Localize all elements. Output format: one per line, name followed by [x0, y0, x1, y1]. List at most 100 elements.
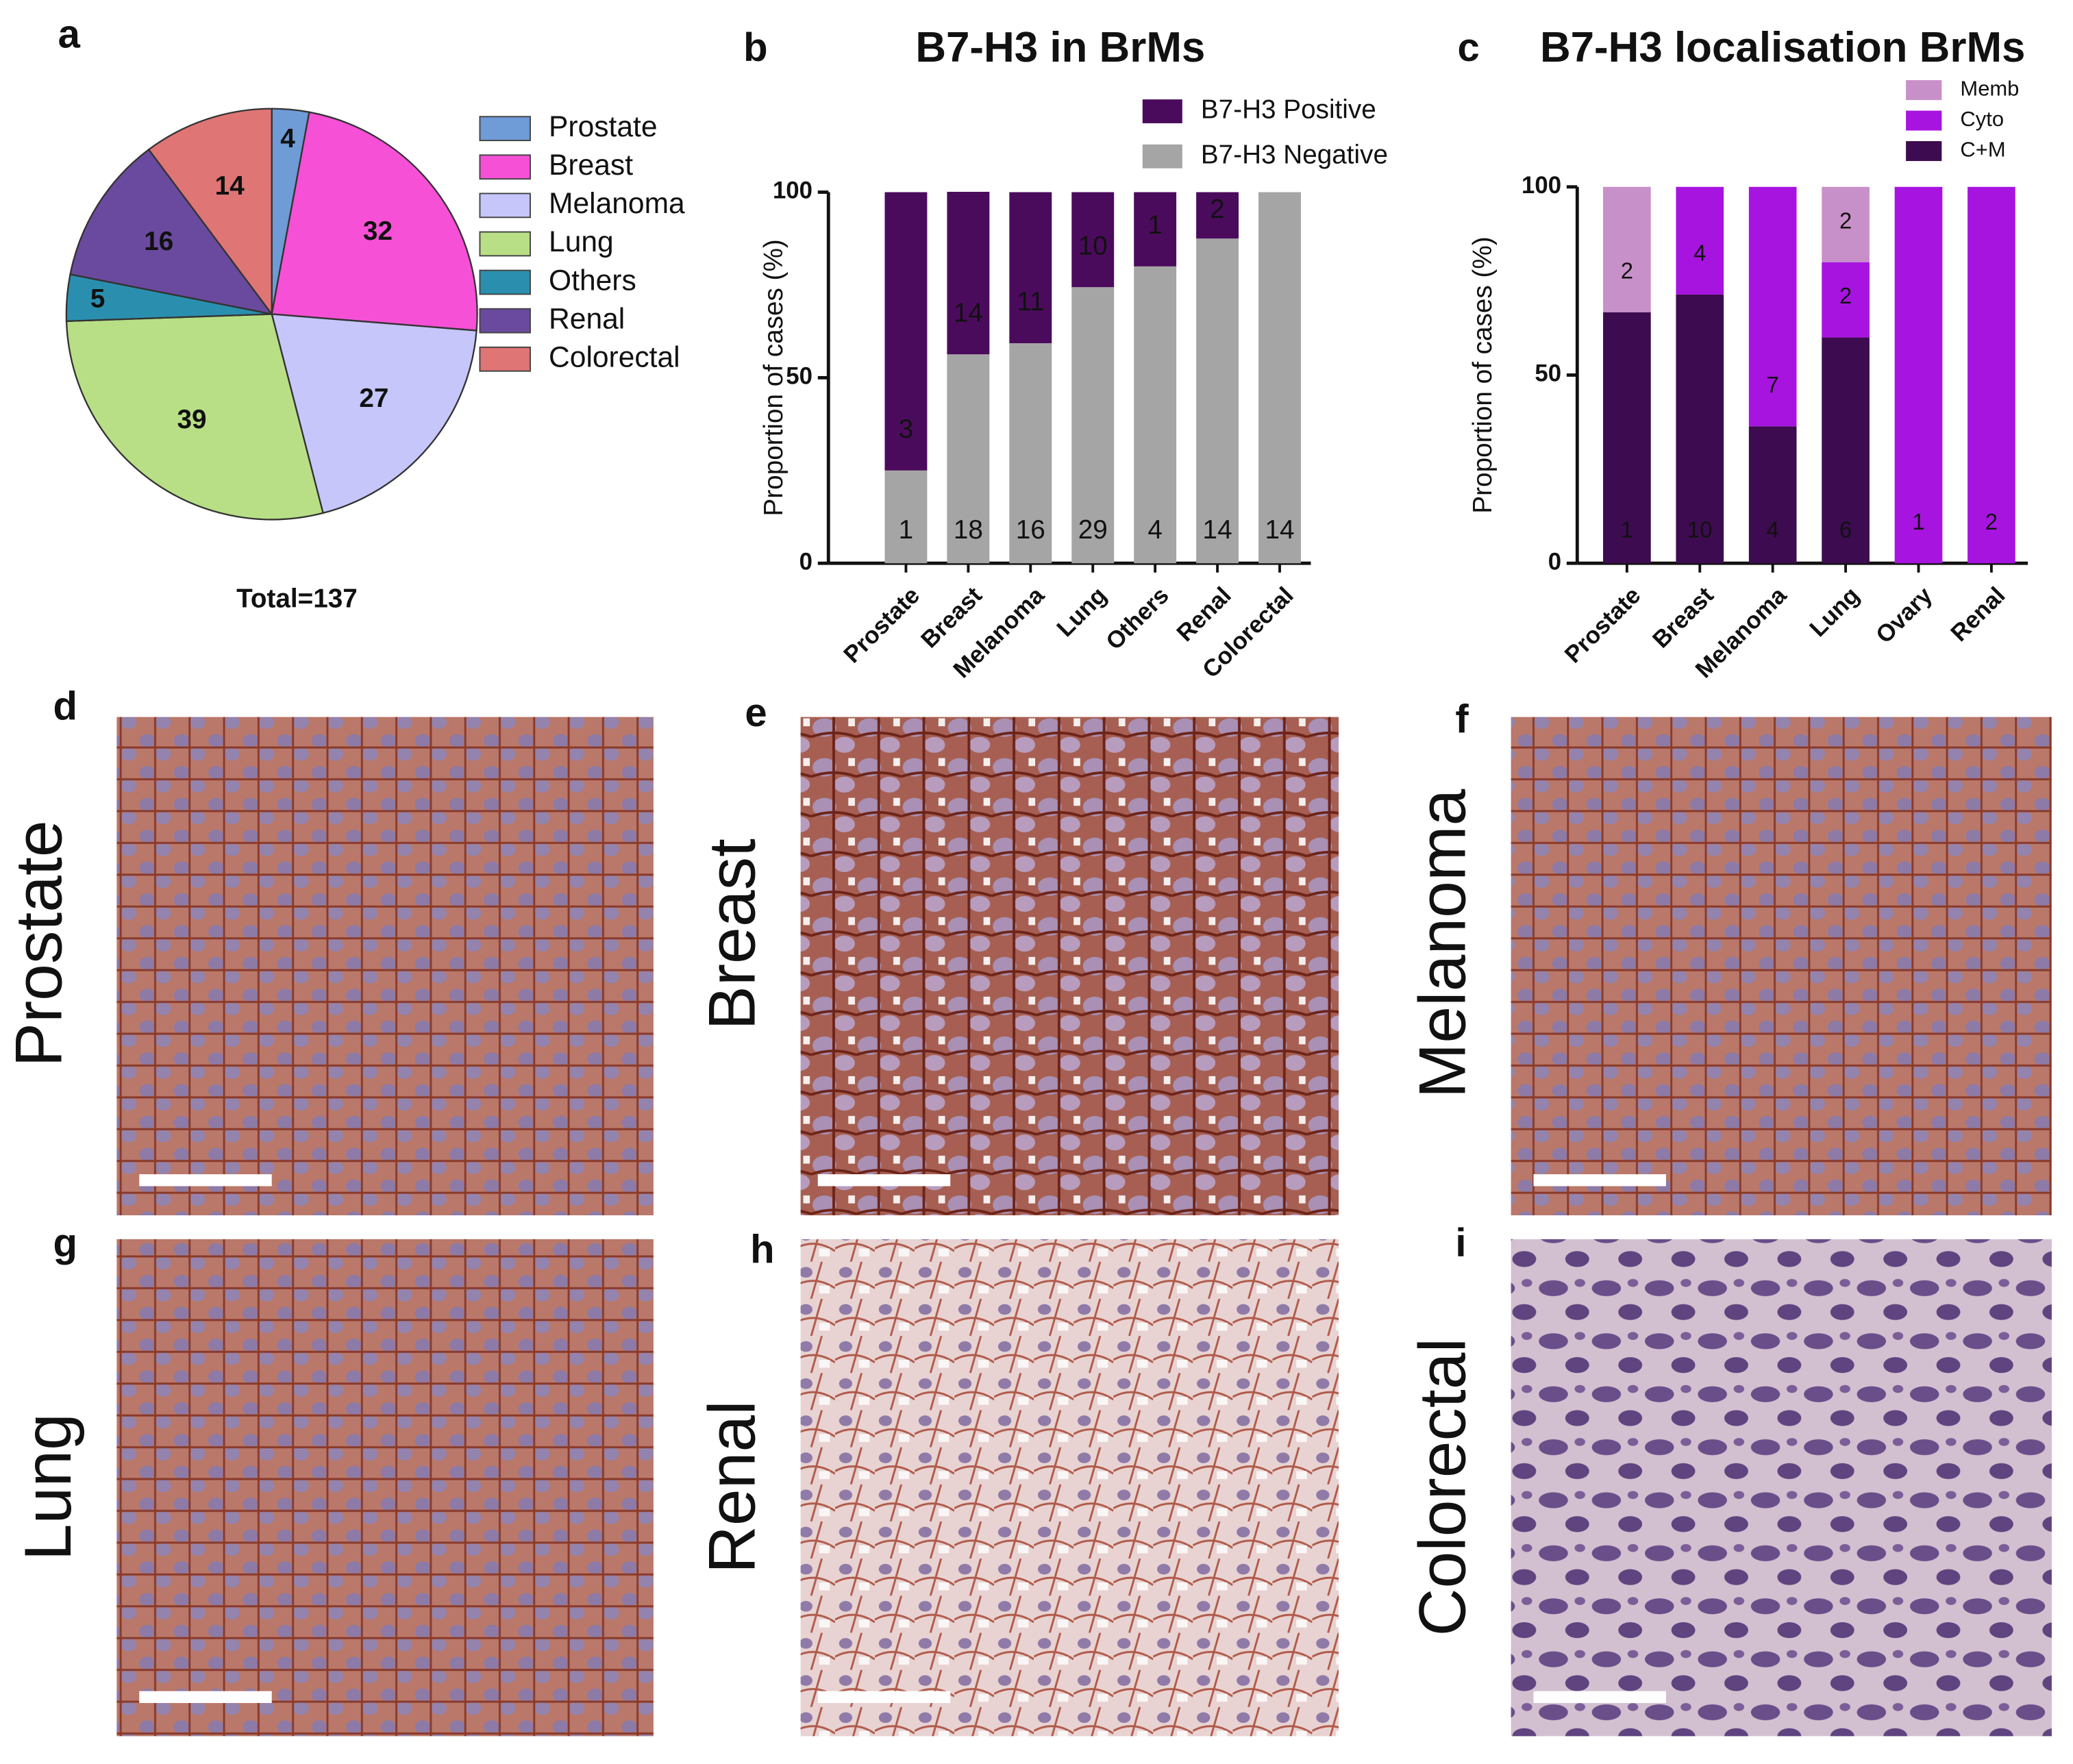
x-tick-label: Lung: [1804, 582, 1865, 642]
legend-swatch: [479, 116, 531, 142]
tissue-label: Breast: [695, 838, 769, 1030]
y-axis-label: Proportion of cases (%): [759, 239, 789, 516]
panel-letter: h: [750, 1228, 774, 1272]
x-tick-label: Ovary: [1871, 582, 1938, 649]
legend-label: Lung: [549, 225, 614, 258]
count-label: 29: [1078, 515, 1108, 545]
bar-segment: [1748, 186, 1797, 427]
bar-segment: [1676, 294, 1724, 564]
scale-bar: [817, 1174, 951, 1187]
micrograph: [800, 1239, 1339, 1737]
tissue-label: Renal: [695, 1400, 769, 1574]
annotation: Total=137: [236, 584, 358, 614]
legend-label: C+M: [1960, 138, 2005, 162]
pie-slice: [147, 108, 273, 316]
count-label: 14: [954, 298, 983, 327]
bar-segment: [1009, 343, 1052, 564]
count-label: 2: [1621, 258, 1633, 283]
bar-segment: [1071, 192, 1115, 288]
legend-swatch: [479, 192, 531, 219]
bar-segment: [1258, 192, 1301, 564]
count-label: 1: [1912, 509, 1924, 534]
count-label: 18: [954, 515, 983, 545]
chart-title: B7-H3 in BrMs: [915, 24, 1205, 71]
panel-letter: i: [1455, 1221, 1466, 1265]
count-label: 1: [1621, 517, 1633, 542]
bar-segment: [1134, 192, 1177, 266]
tissue-label: Lung: [11, 1413, 85, 1561]
y-tick-label: 100: [773, 177, 812, 204]
legend-label: Breast: [549, 149, 633, 182]
scale-bar: [1533, 1174, 1666, 1187]
bar-segment: [947, 191, 990, 355]
y-tick-label: 0: [1548, 548, 1561, 575]
x-tick-label: Others: [1101, 582, 1174, 655]
pie-slice: [271, 111, 478, 332]
y-tick-label: 50: [786, 363, 812, 390]
slice-label: 27: [359, 384, 388, 413]
bar-segment: [1822, 337, 1870, 564]
count-label: 14: [1265, 515, 1294, 545]
count-label: 4: [1693, 240, 1706, 266]
legend-swatch: [479, 231, 531, 257]
count-label: 2: [1839, 283, 1852, 308]
bar-segment: [1676, 186, 1724, 295]
x-tick-label: Prostate: [839, 582, 925, 668]
legend-swatch: [479, 308, 531, 334]
tissue-label: Prostate: [2, 820, 76, 1067]
bar-segment: [884, 192, 928, 471]
tissue-label: Melanoma: [1405, 788, 1479, 1098]
bar-segment: [1196, 238, 1239, 564]
legend-swatch: [1906, 141, 1942, 162]
micrograph: [800, 717, 1339, 1216]
bar-segment: [1196, 192, 1239, 239]
bar-segment: [1822, 262, 1870, 338]
legend-swatch: [479, 346, 531, 372]
legend-swatch: [1142, 144, 1182, 169]
bar-segment: [1603, 186, 1651, 312]
bar-segment: [1603, 312, 1651, 564]
panel-letter: c: [1458, 25, 1480, 70]
bar-segment: [1968, 186, 2015, 564]
legend-swatch: [479, 269, 531, 295]
bar-segment: [884, 470, 928, 564]
micrograph-panels: [116, 717, 2052, 1737]
legend-swatch: [1906, 80, 1942, 101]
count-label: 7: [1767, 372, 1779, 397]
count-label: 6: [1839, 517, 1852, 542]
slice-label: 39: [177, 405, 206, 434]
panel-letter: d: [53, 684, 77, 728]
scale-bar: [139, 1174, 272, 1187]
pie-slice: [65, 313, 324, 521]
legend-label: Prostate: [549, 110, 657, 143]
pie-slice: [271, 313, 477, 514]
legend-label: B7-H3 Positive: [1201, 95, 1376, 125]
legend-label: Renal: [549, 302, 625, 335]
count-label: 16: [1016, 515, 1045, 545]
count-label: 10: [1687, 517, 1713, 542]
bar-segment: [947, 354, 990, 564]
scale-bar: [1533, 1691, 1666, 1704]
chart-title: B7-H3 localisation BrMs: [1540, 24, 2025, 71]
legend-label: Cyto: [1960, 107, 2004, 131]
count-label: 3: [899, 414, 914, 444]
panel-letter: b: [743, 25, 767, 70]
y-tick-label: 100: [1522, 172, 1561, 199]
slice-label: 5: [90, 284, 105, 313]
x-tick-label: Prostate: [1559, 582, 1646, 668]
micrograph: [116, 717, 654, 1216]
panel-letter: g: [53, 1221, 77, 1265]
x-tick-label: Breast: [1648, 582, 1719, 653]
count-label: 2: [1985, 509, 1998, 534]
legend-label: Melanoma: [549, 187, 685, 220]
legend-label: B7-H3 Negative: [1201, 140, 1388, 170]
legend-swatch: [479, 154, 531, 180]
legend-label: Memb: [1960, 77, 2019, 101]
bar-segment: [1894, 186, 1943, 564]
slice-label: 4: [280, 124, 295, 153]
legend-label: Others: [549, 264, 636, 297]
count-label: 2: [1210, 195, 1225, 224]
count-label: 2: [1839, 208, 1852, 233]
tissue-label: Colorectal: [1405, 1338, 1479, 1636]
